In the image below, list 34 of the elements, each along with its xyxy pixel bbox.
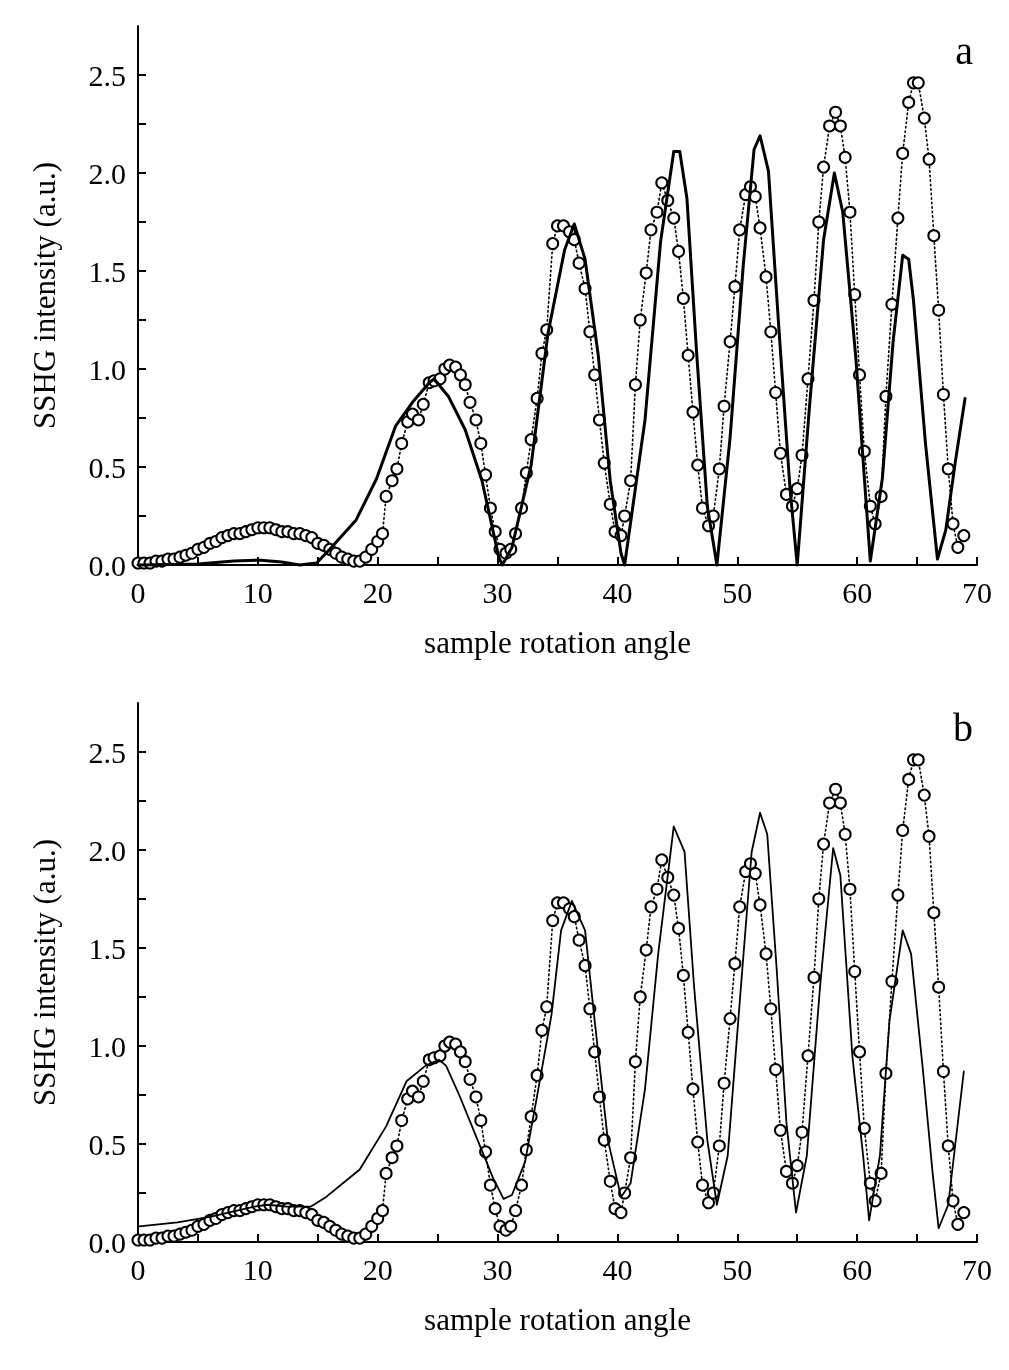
y-axis-title: SSHG intensity (a.u.) <box>27 839 62 1106</box>
x-tick-label: 30 <box>482 1252 513 1286</box>
y-tick-label: 1.5 <box>88 931 126 965</box>
x-tick-label: 70 <box>962 575 992 609</box>
y-tick-label: 0.0 <box>88 548 126 582</box>
x-tick-label: 50 <box>722 1252 753 1286</box>
x-tick-label: 20 <box>362 1252 393 1286</box>
x-tick-label: 60 <box>842 575 873 609</box>
x-axis-title: sample rotation angle <box>424 1302 691 1337</box>
y-tick-label: 1.5 <box>88 254 126 288</box>
x-tick-label: 30 <box>482 575 513 609</box>
x-tick-label: 40 <box>602 1252 633 1286</box>
annotation: a <box>955 27 974 73</box>
x-tick-label: 20 <box>362 575 393 609</box>
x-tick-label: 70 <box>962 1252 992 1286</box>
y-axis-title: SSHG intensity (a.u.) <box>27 162 62 429</box>
y-tick-label: 1.0 <box>88 352 126 386</box>
x-tick-label: 60 <box>842 1252 873 1286</box>
y-tick-label: 2.5 <box>88 735 126 769</box>
x-tick-label: 0 <box>130 575 146 609</box>
annotation: b <box>953 704 973 750</box>
y-tick-label: 0.5 <box>88 450 126 484</box>
y-tick-label: 2.0 <box>88 156 126 190</box>
y-tick-label: 1.0 <box>88 1029 126 1063</box>
x-tick-label: 50 <box>722 575 753 609</box>
y-tick-label: 2.0 <box>88 833 126 867</box>
y-tick-label: 0.5 <box>88 1127 126 1161</box>
y-tick-label: 0.0 <box>88 1225 126 1259</box>
y-tick-label: 2.5 <box>88 58 126 92</box>
x-tick-label: 10 <box>242 1252 273 1286</box>
x-axis-title: sample rotation angle <box>424 625 691 660</box>
x-tick-label: 10 <box>242 575 273 609</box>
x-tick-label: 40 <box>602 575 633 609</box>
x-tick-label: 0 <box>130 1252 146 1286</box>
